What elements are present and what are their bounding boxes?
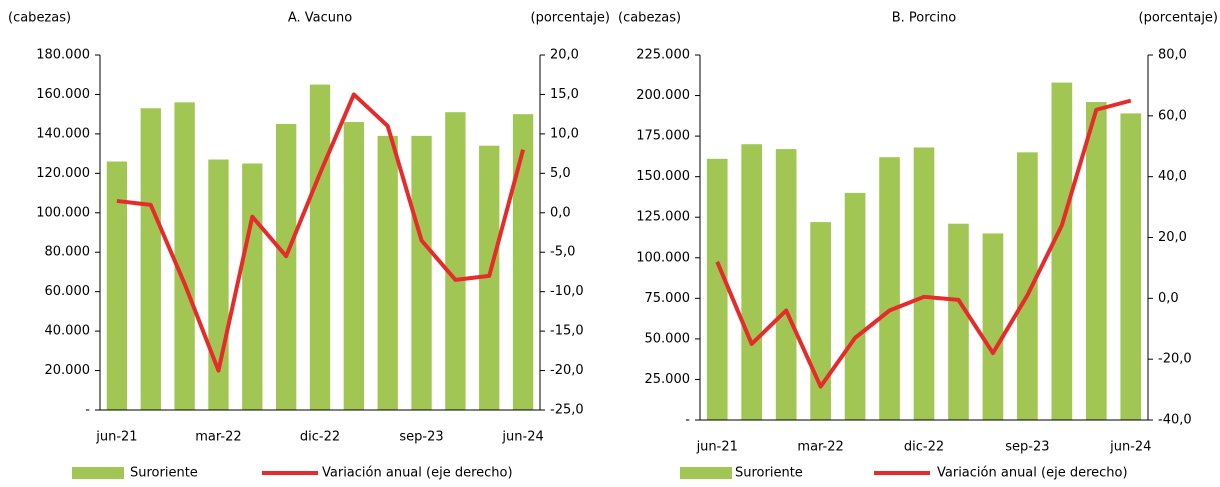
y2-tick-label: 20,0 [1158, 230, 1187, 245]
line-series [116, 92, 526, 373]
bar [810, 222, 831, 420]
x-tick-label: jun-24 [501, 430, 543, 445]
bar [1120, 113, 1142, 421]
y-tick-label: 150.000 [636, 169, 690, 184]
x-tick-label: mar-22 [195, 430, 241, 445]
y2-tick-label: -15,0 [550, 324, 584, 339]
y2-tick-label: -20,0 [1158, 352, 1192, 367]
bar [1051, 82, 1073, 421]
y-tick-label: 120.000 [36, 166, 90, 181]
bar [309, 84, 331, 410]
y2-axis-label: (porcentaje) [1139, 11, 1218, 26]
x-tick-label: jun-21 [696, 440, 738, 455]
y-tick-label: 225.000 [636, 48, 690, 63]
y2-tick-label: -25,0 [550, 403, 584, 418]
y-tick-label: - [85, 403, 90, 418]
legend-label: Suroriente [130, 466, 198, 481]
bar [1017, 152, 1038, 421]
bar [174, 102, 195, 410]
bar [879, 157, 900, 420]
x-tick-label: mar-22 [797, 440, 843, 455]
x-tick-label: sep-23 [1005, 440, 1049, 455]
y-tick-label: 160.000 [36, 87, 90, 102]
y2-tick-label: 60,0 [1158, 108, 1187, 123]
chart-title: A. Vacuno [288, 11, 352, 26]
y-tick-label: 75.000 [645, 291, 691, 306]
x-tick-label: dic-22 [300, 430, 340, 445]
bar [913, 147, 935, 420]
bar [844, 192, 866, 420]
bar [242, 163, 263, 410]
y-tick-label: 125.000 [636, 210, 690, 225]
legend-label: Variación anual (eje derecho) [322, 466, 513, 481]
bar [948, 223, 969, 420]
y-tick-label: 175.000 [636, 129, 690, 144]
y2-axis-label: (porcentaje) [531, 11, 610, 26]
y2-tick-label: 10,0 [550, 126, 579, 141]
y-axis-label: (cabezas) [8, 11, 71, 26]
bar [512, 114, 534, 411]
y-tick-label: 80.000 [45, 245, 91, 260]
legend-label: Suroriente [735, 466, 803, 481]
y-tick-label: 100.000 [636, 250, 690, 265]
y2-tick-label: -40,0 [1158, 413, 1192, 428]
bar [706, 158, 728, 421]
y-tick-label: 100.000 [36, 205, 90, 220]
y2-tick-label: 20,0 [550, 48, 579, 63]
legend-label: Variación anual (eje derecho) [937, 466, 1128, 481]
line-series [715, 98, 1132, 389]
bar [741, 144, 763, 420]
x-tick-label: jun-24 [1109, 440, 1151, 455]
x-tick-label: jun-21 [95, 430, 137, 445]
bar [377, 135, 398, 410]
x-tick-label: sep-23 [399, 430, 443, 445]
chart-title: B. Porcino [892, 11, 957, 26]
y2-tick-label: -5,0 [550, 245, 575, 260]
y-tick-label: - [685, 413, 690, 428]
x-tick-label: dic-22 [904, 440, 944, 455]
y-axis-label: (cabezas) [618, 11, 681, 26]
bar [343, 122, 364, 411]
y2-tick-label: 40,0 [1158, 169, 1187, 184]
legend-swatch [680, 467, 732, 479]
legend-swatch [72, 467, 124, 479]
y2-tick-label: 0,0 [550, 205, 571, 220]
y2-tick-label: 0,0 [1158, 291, 1179, 306]
bar [775, 149, 797, 421]
bar [276, 124, 297, 411]
y-tick-label: 40.000 [45, 324, 91, 339]
y2-tick-label: -10,0 [550, 284, 584, 299]
bar [106, 161, 128, 410]
y-tick-label: 20.000 [45, 363, 91, 378]
bar [411, 135, 432, 410]
bar [982, 233, 1004, 420]
y-tick-label: 180.000 [36, 48, 90, 63]
y-tick-label: 200.000 [636, 88, 690, 103]
y-tick-label: 140.000 [36, 126, 90, 141]
bar [140, 108, 161, 410]
y2-tick-label: 15,0 [550, 87, 579, 102]
y2-tick-label: -20,0 [550, 363, 584, 378]
y-tick-label: 60.000 [45, 284, 91, 299]
bar [1085, 102, 1107, 421]
y2-tick-label: 80,0 [1158, 48, 1187, 63]
y-tick-label: 50.000 [645, 331, 691, 346]
y2-tick-label: 5,0 [550, 166, 571, 181]
y-tick-label: 25.000 [645, 372, 691, 387]
bar [445, 112, 466, 410]
